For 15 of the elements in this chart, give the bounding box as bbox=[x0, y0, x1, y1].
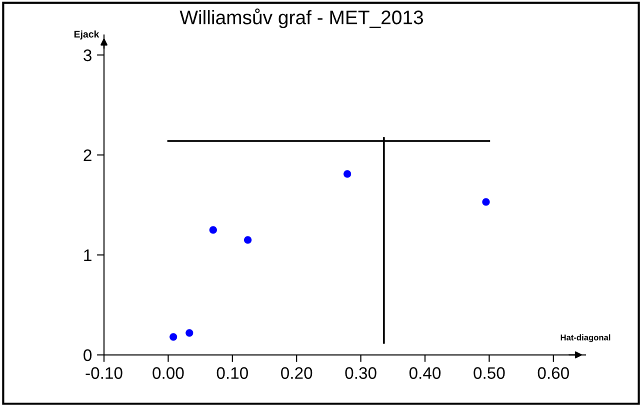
x-tick-label: 0.00 bbox=[152, 367, 184, 379]
y-tick-label: 0 bbox=[84, 349, 92, 362]
y-tick-label: 1 bbox=[84, 250, 92, 261]
x-tick-label: 0.50 bbox=[474, 367, 505, 379]
x-axis-title: Hat-diagonal bbox=[560, 334, 610, 342]
y-axis-title: Ejack bbox=[74, 30, 100, 40]
x-tick-label: 0.10 bbox=[216, 367, 248, 379]
y-tick-label: 2 bbox=[84, 149, 92, 162]
x-tick-label: 0.30 bbox=[345, 367, 376, 379]
x-tick-label: 0.20 bbox=[281, 367, 312, 379]
y-tick-label: 3 bbox=[84, 49, 92, 62]
x-tick-label: 0.60 bbox=[538, 367, 569, 379]
chart-title: Williamsův graf - MET_2013 bbox=[180, 8, 423, 28]
x-tick-label: 0.40 bbox=[409, 367, 441, 379]
x-tick-label: -0.10 bbox=[86, 367, 122, 379]
